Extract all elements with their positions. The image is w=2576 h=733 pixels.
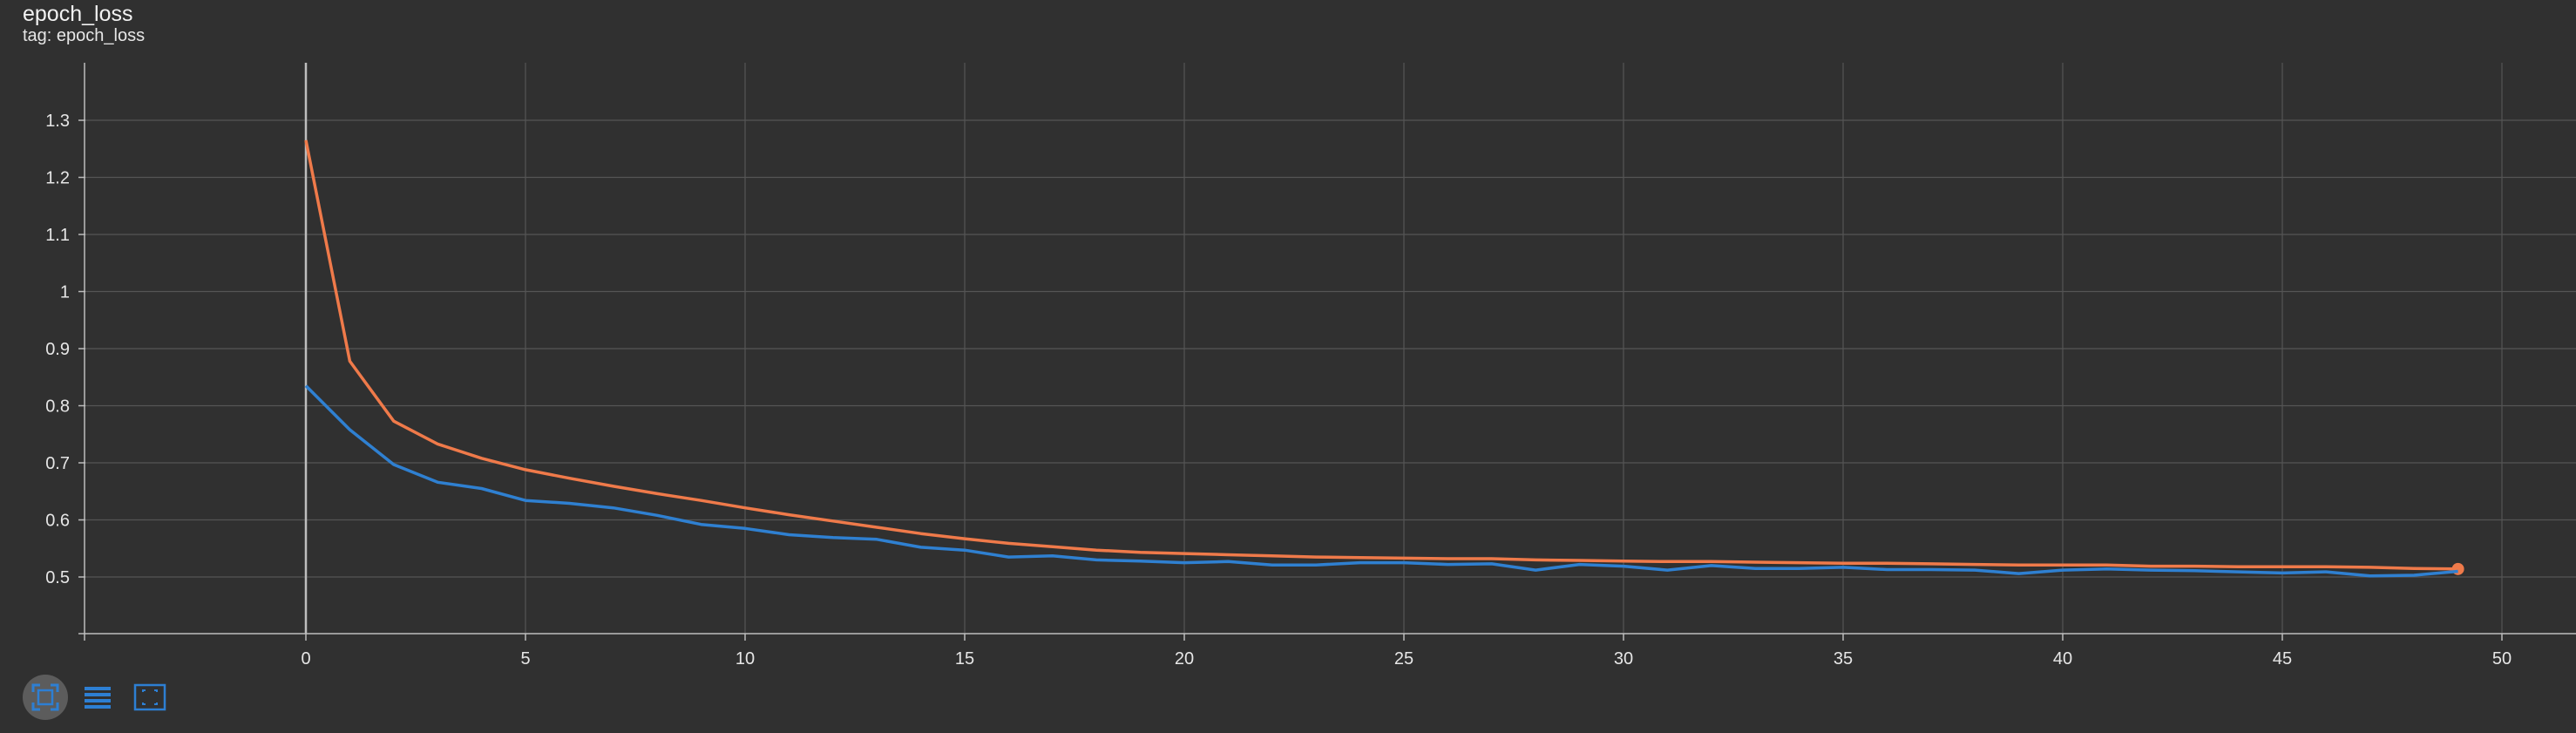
x-tick-label: 20 (1175, 649, 1194, 669)
x-tick-label: 35 (1834, 649, 1853, 669)
x-tick-label: 40 (2053, 649, 2072, 669)
y-tick-label: 0.8 (45, 397, 70, 417)
zoom-selection-button[interactable] (127, 675, 173, 720)
zoom-selection-icon (133, 683, 166, 711)
y-tick-label: 0.9 (45, 340, 70, 359)
chart-tag: tag: epoch_loss (23, 26, 145, 46)
chart-toolbar (23, 673, 173, 722)
series-end-point-0 (2451, 562, 2464, 575)
chart-tag-value: epoch_loss (56, 26, 146, 45)
x-tick-label: 15 (955, 649, 974, 669)
legend-list-button[interactable] (75, 675, 120, 720)
y-tick-label: 1.2 (45, 169, 70, 188)
y-tick-label: 0.7 (45, 454, 70, 473)
y-tick-label: 1.3 (45, 112, 70, 131)
x-tick-label: 25 (1394, 649, 1413, 669)
chart-tag-prefix: tag: (23, 26, 57, 45)
y-tick-label: 0.6 (45, 512, 70, 531)
series-line-0 (304, 139, 2458, 571)
series-line-1 (304, 384, 2458, 578)
x-tick-label: 50 (2492, 649, 2512, 669)
fit-domain-button[interactable] (23, 675, 68, 720)
fit-domain-icon (31, 683, 59, 711)
x-tick-label: 45 (2273, 649, 2292, 669)
x-tick-label: 0 (301, 649, 310, 669)
x-tick-label: 30 (1614, 649, 1633, 669)
x-tick-label: 10 (736, 649, 755, 669)
y-tick-label: 0.5 (45, 568, 70, 587)
x-tick-label: 5 (520, 649, 530, 669)
chart-title: epoch_loss (23, 2, 133, 26)
y-tick-label: 1.1 (45, 226, 70, 245)
legend-list-icon (85, 687, 111, 709)
y-tick-label: 1 (60, 283, 70, 302)
